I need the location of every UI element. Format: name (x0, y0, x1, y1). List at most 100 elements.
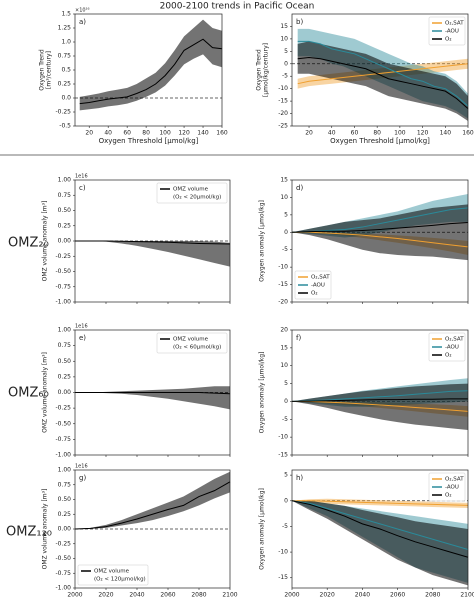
y-tick-label: -0.25 (55, 253, 71, 260)
x-tick-label: 60 (123, 130, 131, 137)
uncertainty-band (292, 383, 468, 430)
legend-label: (O₂ < 60μmol/kg) (173, 345, 221, 351)
legend-box (428, 332, 466, 362)
series-line (292, 500, 469, 506)
y-axis-label: Oxygen Trend (256, 49, 263, 91)
x-tick-label: 60 (351, 130, 359, 137)
series-line (79, 38, 223, 105)
y-tick-label: -0.50 (55, 268, 71, 275)
y-tick-label: -15 (278, 281, 288, 288)
legend-label: -AOU (445, 345, 459, 351)
plot-area (292, 193, 468, 261)
plot-frame (74, 329, 231, 456)
y-tick-label: 0.25 (58, 222, 72, 229)
y-tick-label: 5 (284, 211, 288, 218)
series-line (75, 240, 231, 245)
series-line (291, 398, 468, 402)
y-tick-label: 15 (280, 344, 288, 351)
x-tick-label: 2060 (160, 592, 175, 599)
x-tick-label: 100 (159, 130, 171, 137)
y-tick-label: -15 (278, 452, 288, 459)
legend-box (294, 270, 332, 300)
y-tick-label: -10 (278, 434, 288, 441)
y-tick-label: 0.00 (58, 389, 72, 396)
y-tick-label: -0.25 (55, 109, 71, 116)
legend-box (156, 332, 228, 354)
y-tick-label: -15 (278, 98, 288, 105)
x-tick-label: 80 (373, 130, 381, 137)
axis-offset-label: 1e16 (75, 464, 88, 470)
y-tick-label: 10 (280, 362, 288, 369)
panel-label: a) (79, 18, 86, 26)
legend-box (77, 564, 149, 586)
y-tick-label: -0.75 (55, 436, 71, 443)
y-tick-label: 0 (284, 398, 288, 405)
figure-title: 2000-2100 trends in Pacific Ocean (160, 2, 315, 12)
x-tick-label: 120 (178, 130, 190, 137)
x-tick-label: 2080 (191, 592, 206, 599)
y-tick-label: 0.75 (58, 342, 72, 349)
x-axis-label: Oxygen Threshold [μmol/kg] (99, 137, 199, 145)
y-tick-label: -25 (278, 123, 288, 130)
x-tick-label: 20 (305, 130, 313, 137)
legend-label: O₂ (445, 493, 452, 499)
x-tick-label: 2080 (425, 592, 440, 599)
y-tick-label: -5 (282, 73, 288, 80)
x-tick-label: 100 (394, 130, 406, 137)
x-tick-label: 160 (216, 130, 228, 137)
x-tick-label: 2000 (67, 592, 82, 599)
legend-label: OMZ volume (94, 569, 130, 575)
y-tick-label: -1.00 (55, 452, 71, 459)
y-tick-label: 0.5 (61, 67, 71, 74)
x-tick-label: 40 (104, 130, 112, 137)
y-tick-label: 0.50 (58, 358, 72, 365)
y-tick-label: -5 (282, 246, 288, 253)
legend-label: O₂,SAT (445, 477, 464, 483)
y-tick-label: 0.75 (58, 481, 72, 488)
y-tick-label: 1.5 (61, 11, 71, 18)
legend-box (428, 472, 466, 502)
x-tick-label: 2060 (390, 592, 405, 599)
y-tick-label: -5 (282, 416, 288, 423)
series-line (74, 481, 231, 530)
y-tick-label: 1.25 (58, 25, 72, 32)
y-tick-label: 0.75 (58, 53, 72, 60)
y-tick-label: 0 (284, 497, 288, 504)
axis-offset-label: 1e16 (75, 324, 88, 330)
y-tick-label: 0.25 (58, 81, 72, 88)
uncertainty-band (292, 500, 468, 586)
legend-label: OMZ volume (173, 187, 209, 193)
uncertainty-band (297, 41, 468, 122)
plot-frame (74, 469, 231, 589)
y-tick-label: 20 (280, 327, 288, 334)
y-tick-label: 1.00 (58, 467, 72, 474)
legend-label: O₂ (445, 37, 452, 43)
series-line (297, 57, 469, 109)
y-tick-label: 0 (284, 229, 288, 236)
y-tick-label: -10 (278, 264, 288, 271)
y-tick-label: -0.25 (55, 540, 71, 547)
uncertainty-band (292, 204, 468, 261)
y-tick-label: -0.75 (55, 283, 71, 290)
y-tick-label: 15 (280, 177, 288, 184)
x-tick-label: 2040 (129, 592, 144, 599)
legend-label: O₂ (445, 353, 452, 359)
y-tick-label: 0.25 (58, 511, 72, 518)
x-tick-label: 20 (85, 130, 93, 137)
x-tick-label: 2020 (320, 592, 335, 599)
y-tick-label: 1.00 (58, 177, 72, 184)
series-line (297, 63, 469, 85)
x-tick-label: 2000 (284, 592, 299, 599)
legend-label: (O₂ < 20μmol/kg) (173, 195, 221, 201)
series-line (291, 500, 469, 558)
uncertainty-band (79, 19, 222, 111)
y-tick-label: 5 (284, 380, 288, 387)
series-line (297, 40, 469, 107)
y-tick-label: 1.0 (61, 39, 71, 46)
legend-label: O₂,SAT (445, 21, 464, 27)
y-tick-label: -20 (278, 299, 288, 306)
plot-area (75, 386, 230, 410)
legend-label: O₂,SAT (311, 275, 330, 281)
y-tick-label: 10 (280, 35, 288, 42)
y-tick-label: -0.50 (55, 420, 71, 427)
